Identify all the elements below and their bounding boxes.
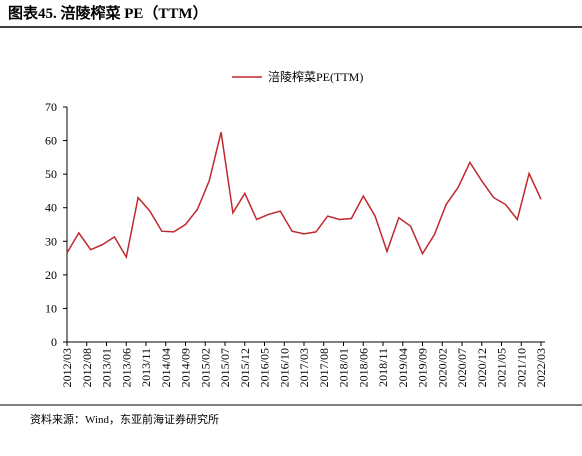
y-tick-label: 40 — [45, 201, 57, 215]
x-tick-label: 2019/04 — [396, 348, 410, 387]
x-tick-label: 2020/12 — [475, 348, 489, 387]
x-tick-label: 2015/02 — [198, 348, 212, 387]
x-tick-label: 2015/07 — [218, 348, 232, 387]
x-tick-label: 2022/03 — [534, 348, 548, 387]
y-tick-label: 30 — [45, 234, 57, 248]
y-tick-label: 10 — [45, 301, 57, 315]
x-tick-label: 2021/05 — [495, 348, 509, 387]
y-tick-label: 50 — [45, 167, 57, 181]
y-tick-label: 0 — [51, 335, 57, 349]
x-tick-label: 2012/03 — [60, 348, 74, 387]
x-tick-label: 2021/10 — [514, 348, 528, 387]
x-tick-label: 2016/10 — [277, 348, 291, 387]
x-tick-label: 2015/12 — [238, 348, 252, 387]
x-tick-label: 2016/05 — [258, 348, 272, 387]
x-tick-label: 2020/07 — [455, 348, 469, 387]
y-tick-label: 60 — [45, 134, 57, 148]
x-tick-label: 2017/08 — [317, 348, 331, 387]
x-tick-label: 2018/11 — [376, 348, 390, 387]
x-tick-label: 2013/06 — [119, 348, 133, 387]
x-tick-label: 2018/01 — [337, 348, 351, 387]
x-tick-label: 2017/03 — [297, 348, 311, 387]
page-title: 图表45. 涪陵榨菜 PE（TTM） — [8, 4, 208, 22]
x-tick-label: 2014/09 — [179, 348, 193, 387]
legend-label: 涪陵榨菜PE(TTM) — [268, 69, 363, 84]
x-tick-label: 2019/09 — [416, 348, 430, 387]
x-tick-label: 2012/08 — [80, 348, 94, 387]
x-tick-label: 2018/06 — [356, 348, 370, 387]
series-line — [66, 132, 542, 260]
source-note: 资料来源：Wind，东亚前海证券研究所 — [30, 412, 219, 426]
x-tick-label: 2013/01 — [100, 348, 114, 387]
y-tick-label: 70 — [45, 100, 57, 114]
x-tick-label: 2020/02 — [435, 348, 449, 387]
x-tick-label: 2013/11 — [139, 348, 153, 387]
y-tick-label: 20 — [45, 268, 57, 282]
x-tick-label: 2014/04 — [159, 348, 173, 387]
